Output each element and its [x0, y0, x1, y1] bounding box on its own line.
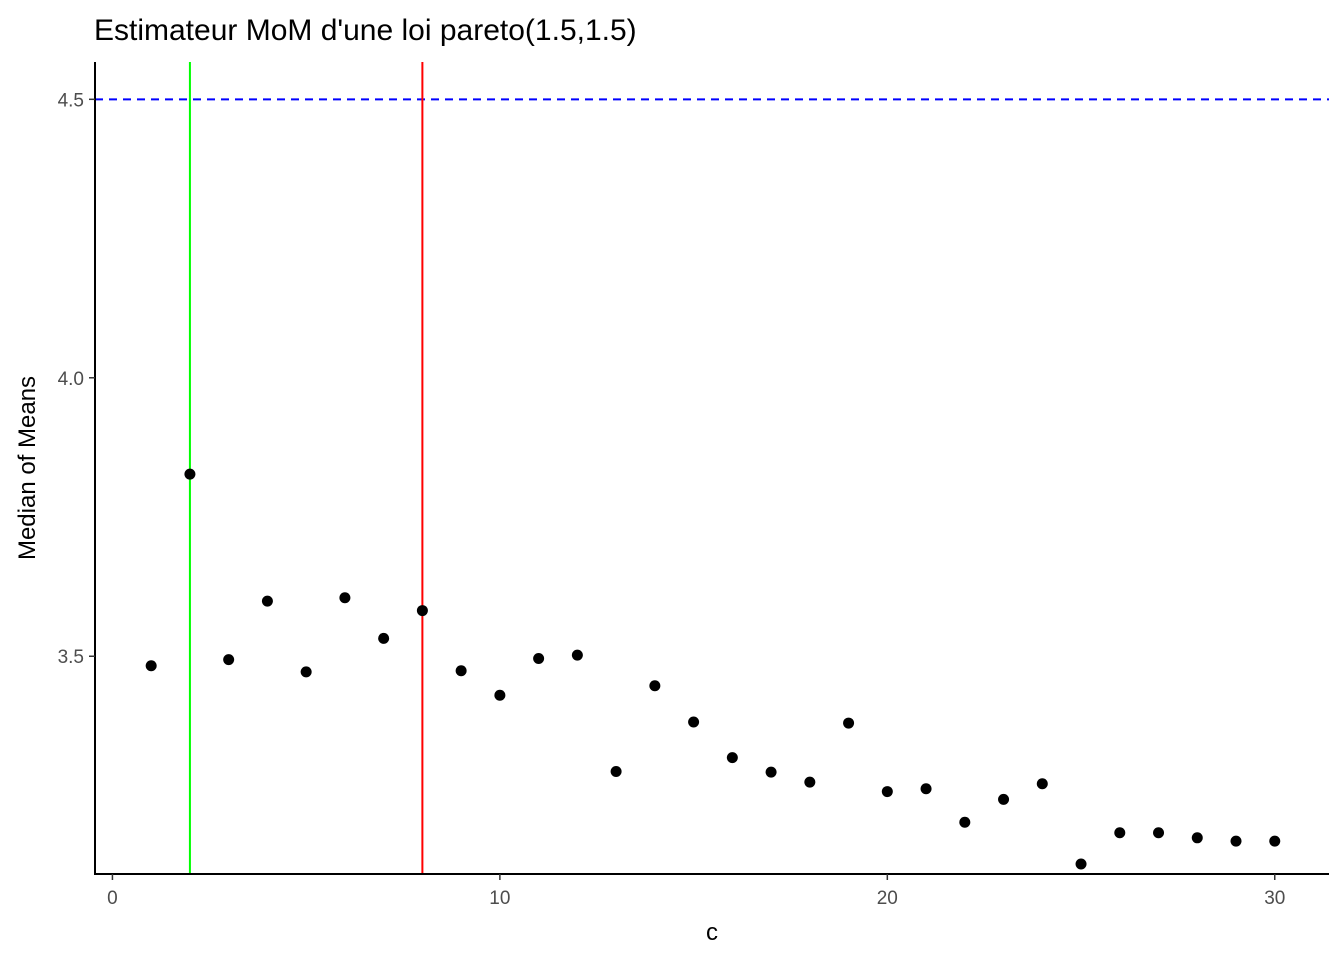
y-tick-label: 4.0 [58, 369, 84, 390]
data-point [881, 786, 893, 798]
data-point [920, 783, 932, 795]
plot-area: 0 10 20 30 3.5 4.0 4.5 [58, 62, 1329, 909]
chart-title: Estimateur MoM d'une loi pareto(1.5,1.5) [94, 14, 637, 47]
data-point [416, 605, 428, 617]
data-point [300, 666, 312, 678]
data-point [378, 632, 390, 644]
y-axis-title: Median of Means [14, 376, 41, 560]
data-point [223, 654, 235, 666]
x-tick-label: 20 [877, 888, 898, 909]
data-point [726, 752, 738, 764]
data-point [998, 793, 1010, 805]
x-axis-title: c [706, 919, 718, 946]
data-point [649, 680, 661, 692]
x-tick-label: 10 [489, 888, 510, 909]
data-point [688, 716, 700, 728]
data-point [494, 689, 506, 701]
data-point [765, 766, 777, 778]
x-tick-label: 30 [1264, 888, 1285, 909]
data-point [1191, 832, 1203, 844]
data-point [959, 816, 971, 828]
data-point [1036, 778, 1048, 790]
data-point [843, 717, 855, 729]
data-point [610, 766, 622, 778]
data-point [1114, 827, 1126, 839]
data-point [804, 776, 816, 788]
data-point [571, 649, 583, 661]
x-tick-label: 0 [107, 888, 118, 909]
data-point [1075, 858, 1087, 870]
data-point [261, 595, 273, 607]
data-point [339, 592, 351, 604]
data-point [184, 468, 196, 480]
data-point [1230, 835, 1242, 847]
data-point [533, 652, 545, 664]
y-tick-label: 3.5 [58, 647, 84, 668]
data-point [1269, 835, 1281, 847]
data-point [145, 660, 157, 672]
data-point [1153, 827, 1165, 839]
data-point [455, 665, 467, 677]
y-tick-label: 4.5 [58, 90, 84, 111]
